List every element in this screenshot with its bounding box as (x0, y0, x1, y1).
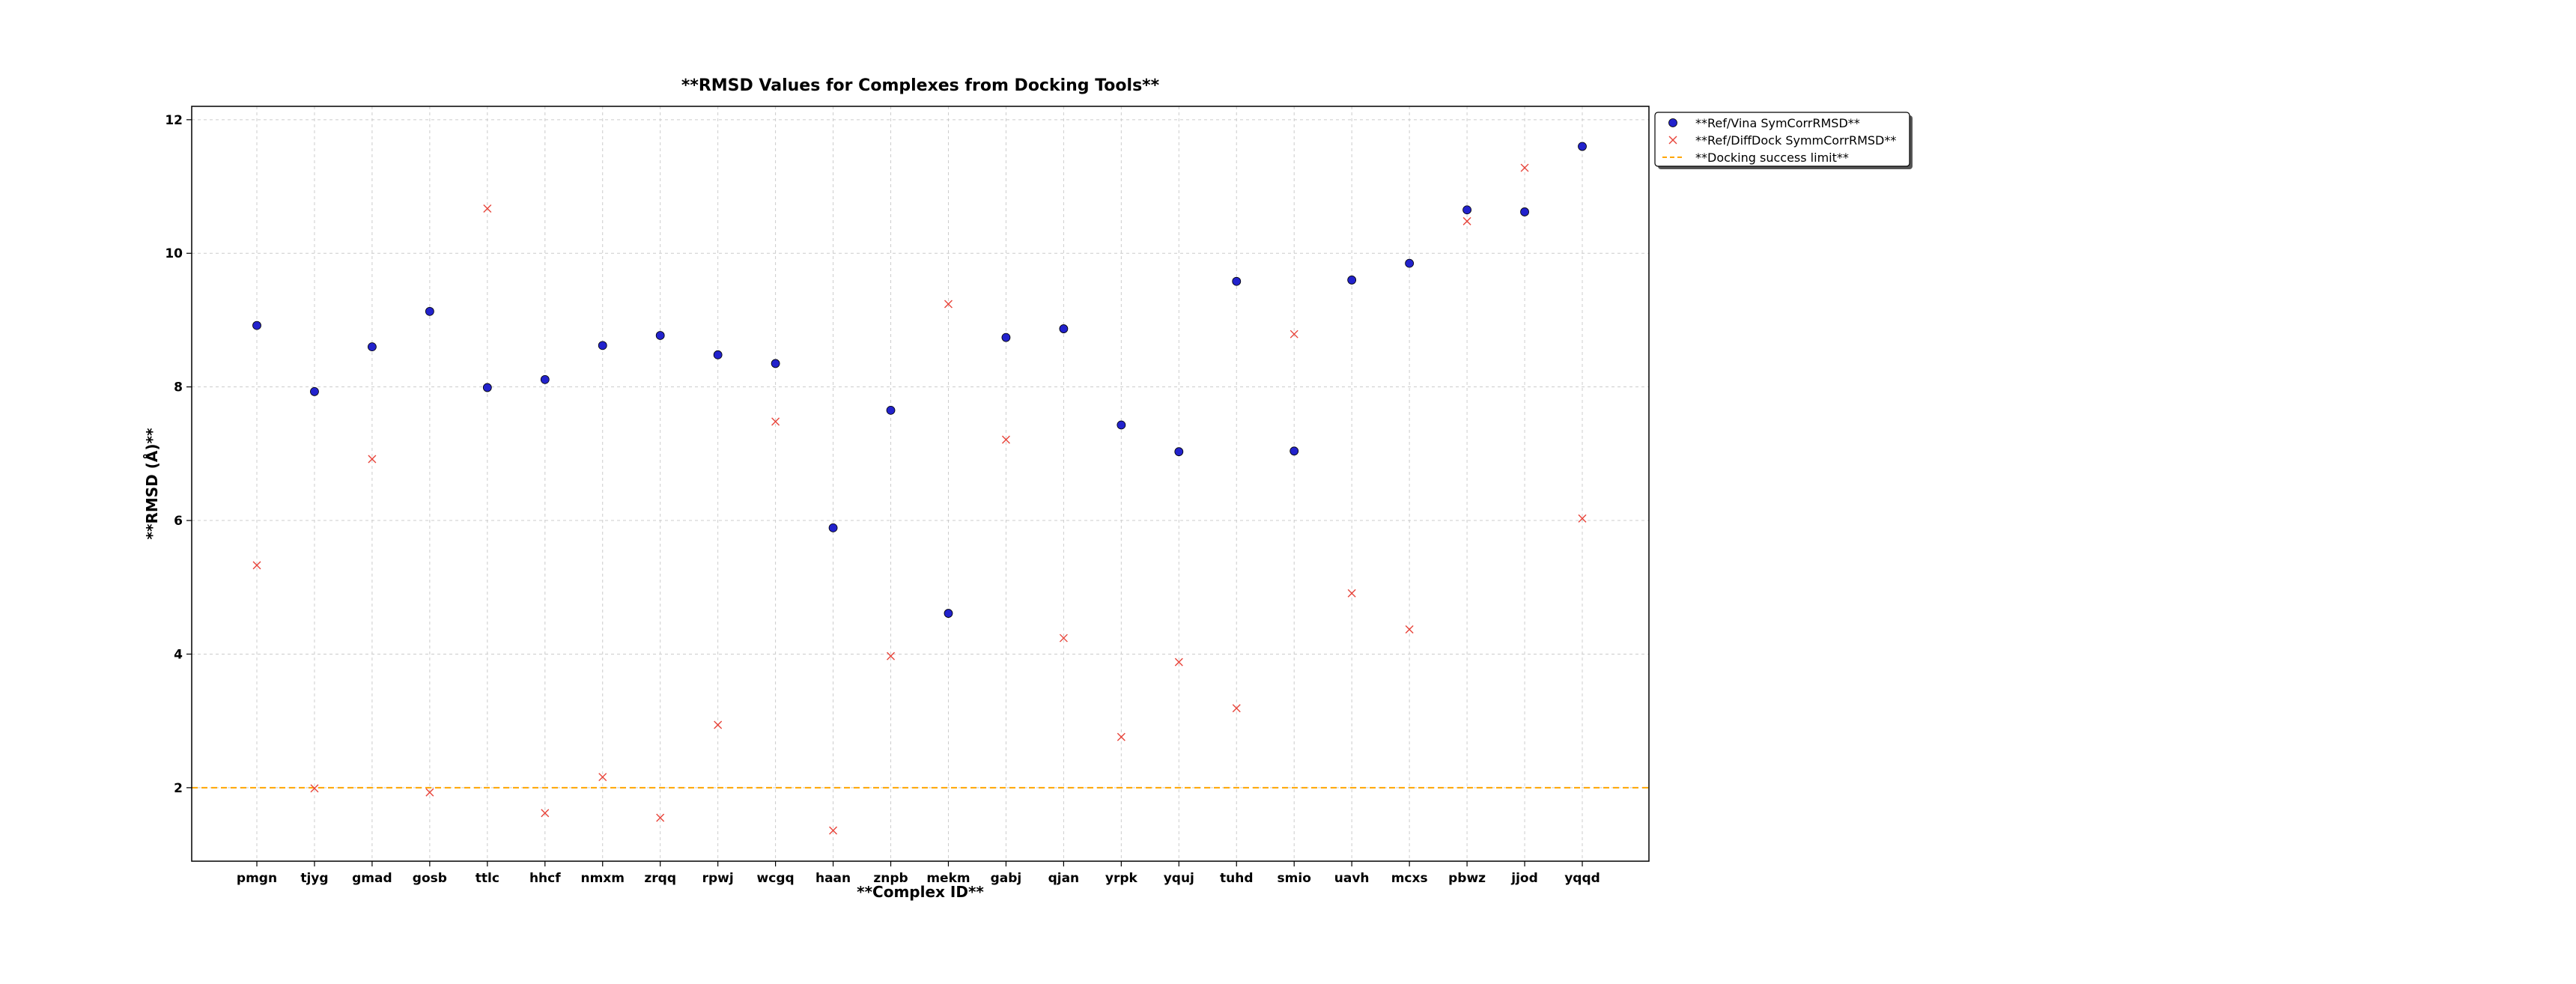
legend: **Ref/Vina SymCorrRMSD** **Ref/DiffDock … (1654, 112, 1913, 169)
diffdock-point (252, 561, 261, 570)
y-tick-label: 12 (165, 113, 183, 128)
x-tick-label: gabj (991, 871, 1022, 886)
diffdock-point (714, 720, 723, 729)
diffdock-point (887, 652, 896, 660)
x-tick-label: rpwj (702, 871, 734, 886)
diffdock-point (1289, 329, 1298, 338)
diffdock-point (598, 773, 607, 782)
diffdock-point (425, 788, 434, 797)
legend-vina-label: **Ref/Vina SymCorrRMSD** (1695, 116, 1860, 130)
vina-point (1520, 207, 1529, 216)
x-tick-label: ttlc (476, 871, 499, 886)
x-tick-label: qjan (1048, 871, 1080, 886)
x-tick-label: pbwz (1448, 871, 1486, 886)
chart-title: **RMSD Values for Complexes from Docking… (681, 76, 1160, 95)
vina-point (1405, 258, 1415, 268)
x-tick-label: tjyg (300, 871, 328, 886)
x-tick-label: tuhd (1220, 871, 1254, 886)
diffdock-point (1405, 625, 1414, 634)
x-tick-label: yquj (1164, 871, 1194, 886)
vina-point (655, 331, 665, 340)
x-tick-label: yrpk (1105, 871, 1138, 886)
x-tick-label: jjod (1510, 871, 1538, 886)
vina-point (482, 383, 492, 392)
vina-point (425, 306, 434, 316)
vina-point (368, 342, 377, 352)
vina-point (252, 321, 261, 330)
diffdock-point (771, 417, 780, 426)
data-marks (252, 142, 1587, 835)
grid-layer (192, 106, 1649, 861)
diffdock-point (829, 826, 838, 835)
diffdock-point (1174, 657, 1183, 666)
vina-point (1059, 324, 1069, 333)
vina-point (1578, 142, 1587, 151)
x-tick-label: nmxm (580, 871, 625, 886)
vina-point (886, 405, 896, 415)
x-tick-label: yqqd (1564, 871, 1600, 886)
vina-point (1347, 276, 1357, 285)
y-tick-label: 2 (174, 781, 183, 796)
vina-point (598, 341, 607, 350)
diffdock-point (944, 300, 953, 309)
diffdock-point (541, 809, 550, 818)
diffdock-point (1578, 514, 1587, 523)
diffdock-point (1347, 589, 1356, 598)
legend-vina-marker (1668, 118, 1677, 127)
legend-diffdock-marker (1668, 136, 1677, 145)
x-axis-label: **Complex ID** (857, 883, 984, 901)
diffdock-point (1117, 732, 1126, 741)
vina-point (540, 374, 550, 384)
diffdock-point (1462, 216, 1471, 225)
vina-point (1232, 276, 1242, 286)
vina-point (1289, 446, 1299, 456)
vina-point (771, 359, 780, 368)
x-tick-label: smio (1278, 871, 1311, 886)
y-tick-label: 6 (174, 514, 183, 529)
vina-point (1117, 420, 1126, 430)
x-tick-label: wcgq (757, 871, 795, 886)
vina-point (828, 523, 838, 532)
vina-point (944, 609, 953, 618)
x-tick-label: hhcf (529, 871, 561, 886)
legend-box (1654, 112, 1910, 167)
diffdock-point (1520, 163, 1529, 172)
vina-point (310, 386, 319, 396)
legend-success-limit-label: **Docking success limit** (1695, 151, 1849, 165)
plot-frame (191, 106, 1650, 862)
vina-point (1174, 447, 1184, 457)
diffdock-point (656, 813, 665, 822)
diffdock-point (1001, 435, 1010, 444)
x-tick-label: znpb (873, 871, 908, 886)
diffdock-point (310, 784, 319, 793)
x-tick-label: mcxs (1391, 871, 1428, 886)
y-axis-label: **RMSD (Å)** (143, 428, 161, 539)
diffdock-point (368, 455, 377, 464)
y-tick-label: 8 (174, 380, 183, 395)
x-tick-label: gmad (352, 871, 392, 886)
axis-ticks: pmgn tjyg gmad gosb ttlc hhcf nmxm zrqq rpwj wcgq… (165, 113, 1600, 886)
x-tick-label: mekm (926, 871, 970, 886)
y-tick-label: 10 (165, 246, 183, 261)
diffdock-point (1232, 704, 1241, 713)
x-tick-label: zrqq (644, 871, 676, 886)
vina-point (1001, 332, 1011, 342)
diffdock-point (1059, 634, 1068, 643)
y-tick-label: 4 (174, 647, 183, 662)
x-tick-label: uavh (1334, 871, 1370, 886)
vina-point (1462, 205, 1471, 215)
x-tick-label: gosb (413, 871, 447, 886)
x-tick-label: haan (815, 871, 851, 886)
legend-diffdock-label: **Ref/DiffDock SymmCorrRMSD** (1695, 133, 1896, 148)
vina-point (713, 350, 723, 359)
x-tick-label: pmgn (237, 871, 277, 886)
diffdock-point (483, 204, 492, 213)
